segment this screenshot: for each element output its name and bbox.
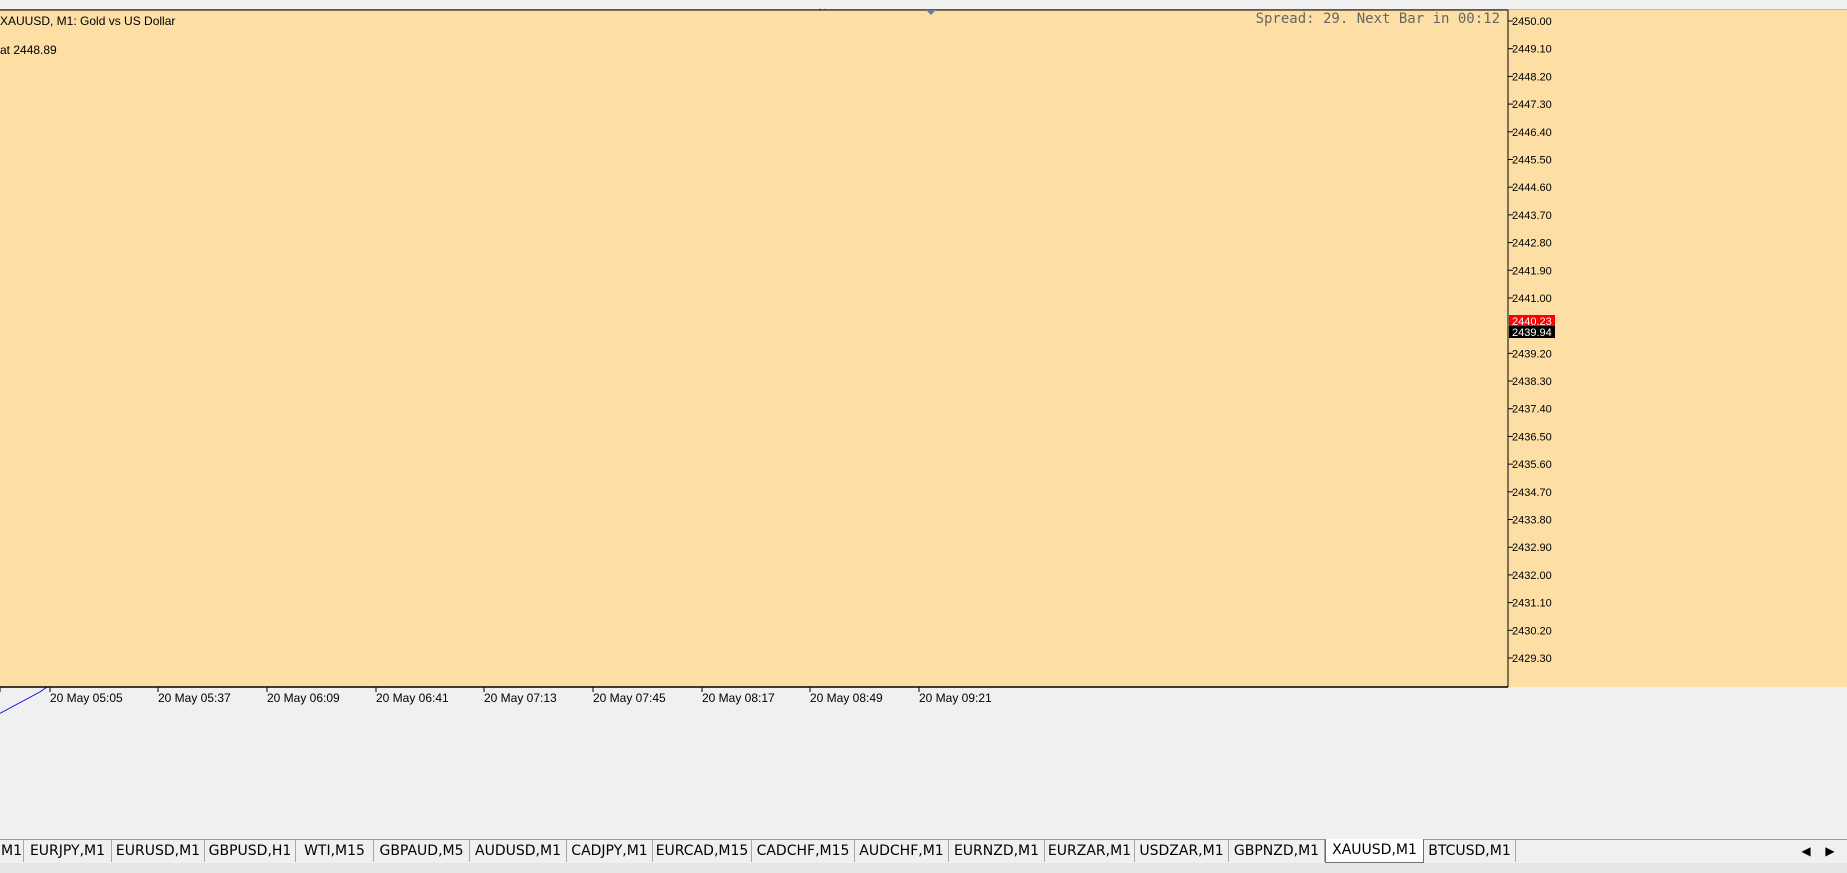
y-tick-label: 2437.40 [1512,404,1552,416]
x-tick-label: 20 May 08:49 [810,691,883,705]
chart-tabs-bar: M1 EURJPY,M1 EURUSD,M1 GBPUSD,H1 WTI,M15 GBPA… [0,839,1847,873]
y-tick-label: 2450.00 [1512,16,1552,28]
y-tick-label: 2441.90 [1512,265,1552,277]
tab-eurusd-m1[interactable]: EURUSD,M1 [112,840,205,862]
y-tick-label: 2433.80 [1512,515,1552,527]
price-chart[interactable]: 2450.00 2449.10 2448.20 2447.30 2446.40 2445.… [0,0,1847,839]
y-tick-label: 2447.30 [1512,99,1552,111]
tab-wti-m15[interactable]: WTI,M15 [296,840,374,862]
tab-xauusd-m1[interactable]: XAUUSD,M1 [1325,839,1424,863]
x-tick-label: 20 May 07:13 [484,691,557,705]
x-tick-label: 20 May 06:09 [267,691,340,705]
tab-m1[interactable]: M1 [0,840,24,862]
x-tick-label: 20 May 07:45 [593,691,666,705]
tab-eurjpy-m1[interactable]: EURJPY,M1 [24,840,112,862]
tab-eurcad-m15[interactable]: EURCAD,M15 [653,840,752,862]
tab-audchf-m1[interactable]: AUDCHF,M1 [855,840,949,862]
y-tick-label: 2432.90 [1512,542,1552,554]
y-tick-label: 2432.00 [1512,570,1552,582]
y-tick-label: 2438.30 [1512,376,1552,388]
level-label: at 2448.89 [0,43,57,57]
price-label-red: 2440.23 [1512,316,1552,328]
x-tick-label: 20 May 08:17 [702,691,775,705]
y-tick-label: 2444.60 [1512,182,1552,194]
tab-gbpaud-m5[interactable]: GBPAUD,M5 [374,840,470,862]
price-label-red-bg [1509,315,1555,327]
y-tick-label: 2439.20 [1512,348,1552,360]
tab-scroll-left-icon[interactable]: ◀ [1801,844,1811,858]
y-tick-label: 2445.50 [1512,154,1552,166]
price-label-black-bg [1509,326,1555,338]
shift-marker-icon[interactable] [926,10,936,15]
tab-scroll-right-icon[interactable]: ▶ [1825,844,1835,858]
y-tick-label: 2443.70 [1512,210,1552,222]
y-tick-label: 2449.10 [1512,44,1552,56]
tab-usdzar-m1[interactable]: USDZAR,M1 [1135,840,1229,862]
y-tick-label: 2442.80 [1512,238,1552,250]
tab-cadjpy-m1[interactable]: CADJPY,M1 [567,840,653,862]
y-tick-label: 2429.30 [1512,653,1552,665]
tab-btcusd-m1[interactable]: BTCUSD,M1 [1424,840,1516,862]
y-tick-label: 2446.40 [1512,127,1552,139]
y-tick-label: 2430.20 [1512,625,1552,637]
y-tick-label: 2434.70 [1512,487,1552,499]
tab-eurnzd-m1[interactable]: EURNZD,M1 [949,840,1045,862]
y-tick-label: 2435.60 [1512,459,1552,471]
price-label-black: 2439.94 [1512,327,1552,339]
x-tick-label: 20 May 06:41 [376,691,449,705]
tab-gbpusd-h1[interactable]: GBPUSD,H1 [205,840,296,862]
y-tick-label: 2448.20 [1512,71,1552,83]
x-tick-label: 20 May 05:05 [50,691,123,705]
status-strip [0,863,1847,873]
x-tick-label: 20 May 09:21 [919,691,992,705]
y-tick-label: 2441.00 [1512,293,1552,305]
symbol-info: XAUUSD, M1: Gold vs US Dollar [0,14,175,28]
spread-info: Spread: 29. Next Bar in 00:12 [1256,11,1500,27]
x-tick-label: 20 May 05:37 [158,691,231,705]
axis-background [0,10,1847,687]
y-tick-label: 2436.50 [1512,431,1552,443]
y-tick-label: 2431.10 [1512,598,1552,610]
tab-eurzar-m1[interactable]: EURZAR,M1 [1045,840,1135,862]
tab-gbpnzd-m1[interactable]: GBPNZD,M1 [1229,840,1325,862]
tab-cadchf-m15[interactable]: CADCHF,M15 [752,840,855,862]
tab-audusd-m1[interactable]: AUDUSD,M1 [470,840,567,862]
